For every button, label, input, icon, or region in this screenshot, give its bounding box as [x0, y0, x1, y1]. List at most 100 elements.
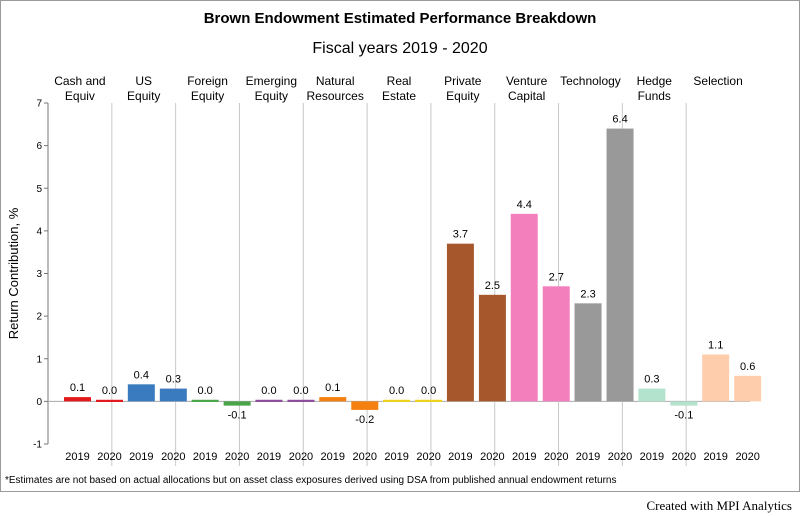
footnote: *Estimates are not based on actual alloc… — [5, 475, 617, 486]
data-label: 2.7 — [549, 271, 564, 283]
x-tick-label: 2020 — [608, 451, 632, 463]
panel-header: Natural — [316, 74, 355, 88]
bar — [542, 286, 570, 402]
panel-header: Capital — [508, 89, 545, 103]
data-label: -0.1 — [228, 410, 247, 422]
data-label: 0.0 — [421, 385, 436, 397]
panel-header: Technology — [560, 74, 621, 88]
panel-header: Funds — [638, 89, 671, 103]
x-tick-label: 2020 — [161, 451, 185, 463]
x-tick-label: 2019 — [576, 451, 600, 463]
y-tick-label: 6 — [36, 141, 42, 152]
x-tick-label: 2019 — [321, 451, 345, 463]
data-label: 2.3 — [580, 288, 595, 300]
panel-header: Private — [444, 74, 482, 88]
panel-header: Real — [387, 74, 412, 88]
bar — [351, 401, 379, 410]
panel-header: Equiv — [65, 89, 95, 103]
panel-header: Selection — [693, 74, 742, 88]
x-tick-label: 2020 — [735, 451, 759, 463]
panel-header: Hedge — [637, 74, 673, 88]
bar — [478, 294, 506, 402]
bar — [255, 399, 283, 402]
x-tick-label: 2020 — [416, 451, 440, 463]
x-tick-label: 2020 — [289, 451, 313, 463]
bar — [510, 213, 538, 402]
bar — [638, 388, 666, 402]
y-tick-label: 5 — [36, 184, 42, 195]
y-tick-label: -1 — [33, 440, 42, 451]
panel-header: Estate — [382, 89, 416, 103]
x-tick-label: 2020 — [672, 451, 696, 463]
y-tick-label: 4 — [36, 226, 42, 237]
data-label: 0.1 — [70, 382, 85, 394]
y-axis-label: Return Contribution, % — [6, 207, 21, 339]
panel-header: Resources — [307, 89, 364, 103]
x-tick-label: 2019 — [129, 451, 153, 463]
x-tick-label: 2020 — [225, 451, 249, 463]
x-tick-label: 2020 — [544, 451, 568, 463]
data-label: 0.3 — [644, 374, 659, 386]
data-label: 4.4 — [517, 199, 532, 211]
panel-header: Cash and — [54, 74, 105, 88]
data-label: 0.0 — [389, 385, 404, 397]
panel-header: Equity — [255, 89, 288, 103]
panel-header: US — [135, 74, 152, 88]
credit-text: Created with MPI Analytics — [646, 498, 792, 513]
data-label: 0.0 — [293, 385, 308, 397]
x-tick-label: 2020 — [480, 451, 504, 463]
y-tick-label: 1 — [36, 354, 42, 365]
panel-header: Equity — [127, 89, 160, 103]
data-label: 0.3 — [166, 374, 181, 386]
bar — [734, 375, 762, 402]
panel-header: Venture — [506, 74, 548, 88]
data-label: 6.4 — [612, 114, 627, 126]
bar — [223, 401, 251, 406]
bar — [287, 399, 315, 402]
x-tick-label: 2019 — [193, 451, 217, 463]
bar-chart: 7 6 5 4 3 2 1 0 -1 Return Contribution, % Cash and… — [6, 74, 762, 466]
bar — [159, 388, 187, 402]
data-label: 0.4 — [134, 369, 149, 381]
x-tick-label: 2020 — [353, 451, 377, 463]
bar — [383, 399, 411, 402]
bar — [191, 399, 219, 402]
data-label: 0.0 — [197, 385, 212, 397]
panel-header: Foreign — [187, 74, 228, 88]
bar — [574, 303, 602, 402]
chart-frame — [0, 0, 800, 492]
y-tick-label: 7 — [36, 99, 42, 110]
bar — [127, 384, 155, 402]
x-tick-label: 2019 — [640, 451, 664, 463]
x-tick-label: 2019 — [65, 451, 89, 463]
bar — [96, 399, 123, 402]
x-tick-label: 2020 — [97, 451, 121, 463]
chart-subtitle: Fiscal years 2019 - 2020 — [312, 40, 488, 57]
x-tick-label: 2019 — [384, 451, 408, 463]
data-label: -0.2 — [355, 414, 374, 426]
panel-header: Emerging — [246, 74, 297, 88]
bar — [446, 243, 474, 402]
bar — [415, 399, 443, 402]
data-label: 0.6 — [740, 361, 755, 373]
bar — [670, 401, 698, 406]
data-label: -0.1 — [674, 410, 693, 422]
x-tick-label: 2019 — [257, 451, 281, 463]
y-tick-label: 3 — [36, 269, 42, 280]
y-tick-label: 2 — [36, 312, 42, 323]
panel-header: Equity — [446, 89, 479, 103]
data-label: 0.1 — [325, 382, 340, 394]
chart-title: Brown Endowment Estimated Performance Br… — [203, 10, 597, 27]
data-label: 2.5 — [485, 280, 500, 292]
bar — [64, 397, 91, 402]
data-label: 1.1 — [708, 339, 723, 351]
bar — [319, 397, 347, 402]
x-tick-label: 2019 — [512, 451, 536, 463]
bar — [702, 354, 730, 402]
x-tick-label: 2019 — [448, 451, 472, 463]
data-label: 3.7 — [453, 229, 468, 241]
bar — [606, 128, 634, 402]
data-label: 0.0 — [261, 385, 276, 397]
y-tick-label: 0 — [36, 397, 42, 408]
panel-header: Equity — [191, 89, 224, 103]
